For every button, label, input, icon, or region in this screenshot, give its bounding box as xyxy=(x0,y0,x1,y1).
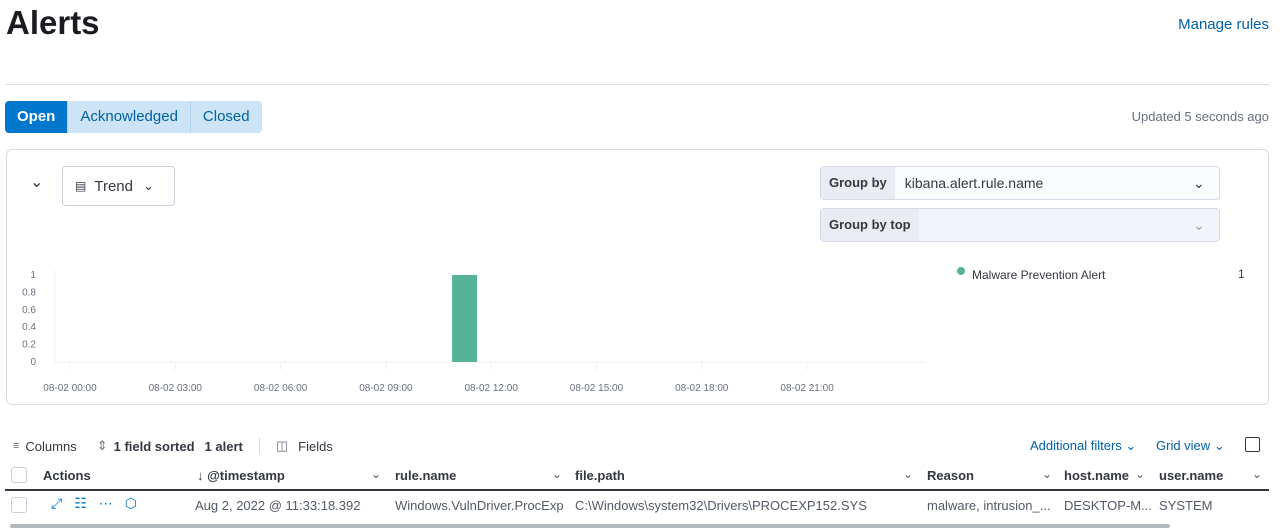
manage-rules-link[interactable]: Manage rules xyxy=(1178,16,1269,33)
expand-icon[interactable]: ⤢ xyxy=(51,495,63,511)
row-checkbox[interactable] xyxy=(11,497,27,513)
chevron-down-icon[interactable]: ⌄ xyxy=(371,467,382,481)
chevron-down-icon[interactable]: ⌄ xyxy=(903,467,914,481)
tab-open[interactable]: Open xyxy=(5,101,69,133)
header-user-name[interactable]: user.name xyxy=(1159,468,1224,483)
x-tick-label: 08-02 12:00 xyxy=(465,383,519,394)
y-tick-label: 0.6 xyxy=(22,305,36,316)
collapse-chevron-icon[interactable]: ⌄ xyxy=(30,174,44,191)
y-tick-label: 0.2 xyxy=(22,340,36,351)
cell-file-path: C:\Windows\system32\Drivers\PROCEXP152.S… xyxy=(575,498,867,513)
columns-icon: ≡ xyxy=(13,440,20,452)
header-timestamp[interactable]: ↓ @timestamp xyxy=(197,468,285,483)
trend-panel xyxy=(6,149,1269,405)
divider xyxy=(6,84,1269,85)
x-tick-label: 08-02 18:00 xyxy=(675,383,729,394)
header-host-name[interactable]: host.name xyxy=(1064,468,1130,483)
select-all-checkbox[interactable] xyxy=(11,467,27,483)
chevron-down-icon: ⌄ xyxy=(1193,216,1205,233)
chevron-down-icon: ⌄ xyxy=(1125,438,1137,453)
trend-chart: 0 0.2 0.4 0.6 0.8 1 08-02 00:00 08-02 03:00 08-0… xyxy=(22,270,925,394)
x-tick-label: 08-02 03:00 xyxy=(149,383,203,394)
cell-rule-name: Windows.VulnDriver.ProcExp xyxy=(395,498,564,513)
analyze-graph-icon[interactable]: ☷ xyxy=(74,495,87,511)
page-title: Alerts xyxy=(6,4,100,41)
y-tick-label: 0.8 xyxy=(22,287,36,298)
header-divider xyxy=(5,489,1269,491)
horizontal-scrollbar[interactable] xyxy=(10,524,1170,528)
header-rule-name[interactable]: rule.name xyxy=(395,468,457,483)
cell-host-name: DESKTOP-M... xyxy=(1064,498,1152,513)
x-tick-label: 08-02 15:00 xyxy=(570,383,624,394)
chevron-down-icon: ⌄ xyxy=(142,178,154,193)
divider xyxy=(258,438,260,454)
header-reason[interactable]: Reason xyxy=(927,468,974,483)
group-by-value: kibana.alert.rule.name xyxy=(904,175,1044,191)
legend-dot xyxy=(957,267,965,275)
y-tick-label: 0.4 xyxy=(22,322,36,333)
group-by-select[interactable]: Group by kibana.alert.rule.name ⌄ xyxy=(820,166,1220,200)
bar-chart-icon: ▤ xyxy=(75,179,87,193)
status-tabs: Open Acknowledged Closed xyxy=(5,101,262,133)
grid-view-label: Grid view xyxy=(1156,438,1211,453)
sort-icon: ⇕ xyxy=(96,438,108,453)
header-timestamp-label: @timestamp xyxy=(207,468,285,483)
group-by-label: Group by xyxy=(821,167,895,199)
bar xyxy=(452,275,478,362)
grid-view-button[interactable]: Grid view ⌄ xyxy=(1156,438,1225,454)
chevron-down-icon: ⌄ xyxy=(1193,174,1205,191)
tab-acknowledged[interactable]: Acknowledged xyxy=(68,101,191,133)
legend-item[interactable]: Malware Prevention Alert xyxy=(972,268,1106,282)
chevron-down-icon: ⌄ xyxy=(1213,438,1225,453)
cell-timestamp: Aug 2, 2022 @ 11:33:18.392 xyxy=(195,498,361,513)
cell-user-name: SYSTEM xyxy=(1159,498,1213,513)
chevron-down-icon[interactable]: ⌄ xyxy=(1135,467,1146,481)
x-tick-label: 08-02 00:00 xyxy=(43,383,97,394)
fields-button[interactable]: Fields xyxy=(298,438,333,454)
header-actions: Actions xyxy=(43,468,91,483)
x-tick-label: 08-02 06:00 xyxy=(254,383,308,394)
alert-count: 1 alert xyxy=(204,438,243,454)
fields-icon: ◫ xyxy=(275,438,289,453)
fullscreen-icon[interactable] xyxy=(1245,437,1260,452)
trend-label: Trend xyxy=(94,177,133,195)
additional-filters-label: Additional filters xyxy=(1030,438,1122,453)
x-tick-label: 08-02 21:00 xyxy=(780,383,834,394)
header-file-path[interactable]: file.path xyxy=(575,468,625,483)
trend-view-button[interactable]: ▤ Trend ⌄ xyxy=(62,166,175,206)
tab-closed[interactable]: Closed xyxy=(190,101,262,133)
y-tick-label: 0 xyxy=(30,357,36,368)
x-tick-label: 08-02 09:00 xyxy=(359,383,413,394)
chevron-down-icon[interactable]: ⌄ xyxy=(1252,467,1263,481)
sort-button[interactable]: 1 field sorted xyxy=(113,438,195,454)
group-by-top-label: Group by top xyxy=(821,209,919,241)
more-actions-icon[interactable]: ⋯ xyxy=(98,495,113,511)
chevron-down-icon[interactable]: ⌄ xyxy=(1042,467,1053,481)
chevron-down-icon[interactable]: ⌄ xyxy=(552,467,563,481)
updated-text: Updated 5 seconds ago xyxy=(1131,109,1269,124)
additional-filters-button[interactable]: Additional filters ⌄ xyxy=(1030,438,1136,454)
columns-button[interactable]: Columns xyxy=(25,438,77,454)
session-view-icon[interactable]: ⬡ xyxy=(124,495,137,511)
legend-count: 1 xyxy=(1238,267,1245,281)
cell-reason: malware, intrusion_... xyxy=(927,498,1051,513)
group-by-top-select[interactable]: Group by top ⌄ xyxy=(820,208,1220,242)
y-tick-label: 1 xyxy=(30,270,36,281)
